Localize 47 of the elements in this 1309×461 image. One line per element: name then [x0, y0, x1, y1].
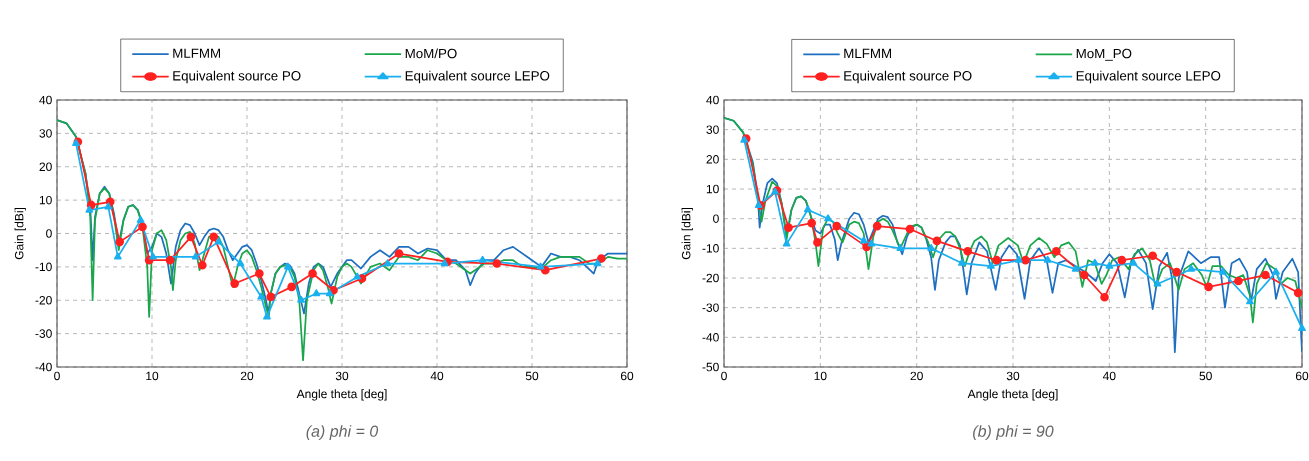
y-axis-title: Gain [dBi] — [681, 208, 693, 260]
x-tick-label: 30 — [335, 371, 349, 381]
text: (a) phi = 0 — [306, 425, 379, 441]
y-tick-label: 10 — [39, 195, 52, 205]
x-tick-label: 20 — [910, 371, 923, 381]
legend-label: Equivalent source PO — [173, 70, 301, 84]
x-tick-label: 40 — [430, 371, 444, 381]
y-tick-label: 30 — [706, 125, 719, 134]
y-tick-label: 20 — [706, 155, 719, 164]
x-tick-label: 60 — [620, 371, 634, 381]
x-tick-label: 0 — [721, 371, 727, 381]
x-tick-label: 10 — [146, 371, 159, 381]
legend-label: Equivalent source PO — [844, 70, 972, 84]
x-tick-label: 30 — [1006, 371, 1020, 381]
x-tick-label: 60 — [1295, 371, 1309, 381]
x-axis-title: Angle theta [deg] — [967, 389, 1058, 401]
legend-label: MLFMM — [844, 48, 892, 59]
x-tick-label: 50 — [525, 371, 539, 381]
y-tick-label: 0 — [713, 214, 719, 223]
y-tick-label: 40 — [706, 95, 719, 105]
x-tick-label: 50 — [1199, 371, 1212, 381]
y-tick-label: 30 — [39, 129, 52, 138]
legend-label: Equivalent source LEPO — [405, 70, 550, 84]
x-tick-label: 20 — [240, 371, 254, 381]
y-axis-title: Gain [dBi] — [14, 208, 26, 260]
y-tick-label: -50 — [702, 362, 719, 372]
y-tick-label: 20 — [39, 162, 52, 172]
y-tick-label: -10 — [702, 244, 719, 253]
y-tick-label: -20 — [702, 273, 719, 283]
y-tick-label: 0 — [46, 229, 52, 238]
y-tick-label: 40 — [39, 95, 52, 105]
y-tick-label: -20 — [35, 296, 52, 305]
x-tick-label: 0 — [54, 371, 60, 381]
x-tick-label: 40 — [1102, 371, 1116, 381]
legend-label: MoM/PO — [405, 48, 457, 59]
x-tick-label: 10 — [814, 371, 827, 381]
legend-label: Equivalent source LEPO — [1076, 70, 1221, 84]
legend-label: MoM_PO — [1076, 48, 1132, 61]
x-axis-title: Angle theta [deg] — [296, 389, 387, 401]
y-tick-label: -30 — [702, 303, 719, 312]
text: (b) phi = 90 — [973, 425, 1054, 441]
y-tick-label: -40 — [702, 333, 719, 342]
y-tick-label: -30 — [35, 329, 52, 338]
legend-label: MLFMM — [173, 48, 221, 58]
y-tick-label: -10 — [35, 262, 52, 272]
y-tick-label: -40 — [35, 362, 52, 372]
y-tick-label: 10 — [706, 184, 719, 194]
